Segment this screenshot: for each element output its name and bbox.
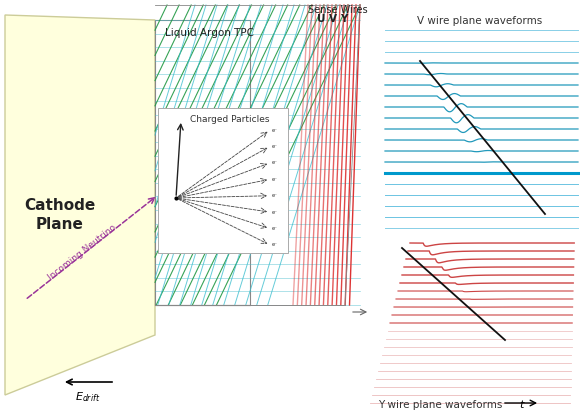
Text: t: t	[519, 400, 523, 410]
Text: Charged Particles: Charged Particles	[190, 115, 269, 124]
Text: Y wire plane waveforms: Y wire plane waveforms	[378, 400, 502, 410]
Text: V: V	[329, 14, 337, 24]
Text: e⁻: e⁻	[272, 243, 278, 248]
Text: V wire plane waveforms: V wire plane waveforms	[418, 16, 543, 26]
Text: e⁻: e⁻	[272, 210, 278, 215]
Text: e⁻: e⁻	[272, 127, 278, 133]
Text: U: U	[317, 14, 325, 24]
Bar	[155, 20, 250, 305]
Bar	[158, 108, 288, 253]
Text: Liquid Argon TPC: Liquid Argon TPC	[165, 28, 254, 38]
Text: Sense Wires: Sense Wires	[308, 5, 368, 15]
Text: e⁻: e⁻	[272, 193, 278, 198]
Text: e⁻: e⁻	[272, 144, 278, 149]
Text: Cathode
Plane: Cathode Plane	[24, 198, 96, 233]
Text: e⁻: e⁻	[272, 160, 278, 165]
Text: Y: Y	[340, 14, 347, 24]
Text: $E_{drift}$: $E_{drift}$	[75, 390, 101, 404]
Text: Incoming Neutrino: Incoming Neutrino	[46, 223, 118, 282]
Text: e⁻: e⁻	[272, 177, 278, 182]
Text: e⁻: e⁻	[272, 226, 278, 231]
Polygon shape	[5, 15, 155, 395]
